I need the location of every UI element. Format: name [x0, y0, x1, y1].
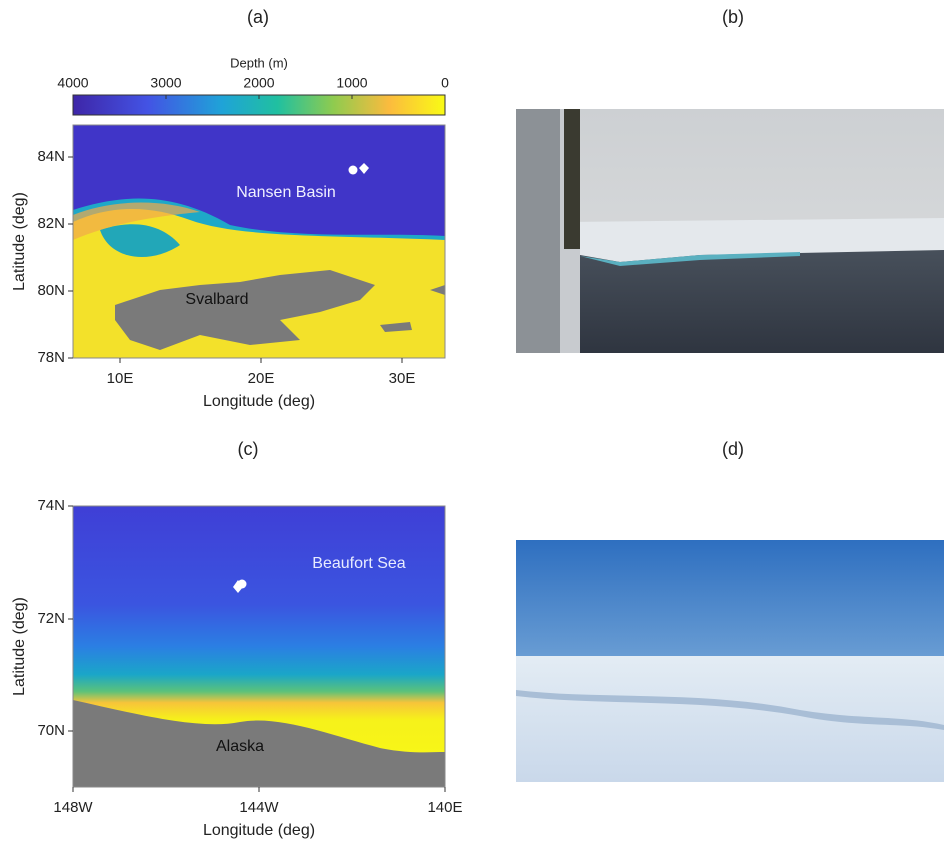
- y-axis-label: Latitude (deg): [11, 192, 28, 291]
- colorbar-tick-label: 2000: [243, 75, 274, 91]
- figure: (a) 84N 82N 80N 78N 10E 20E 30E Longitude (deg) L…: [0, 0, 944, 843]
- y-tick-label: 74N: [37, 497, 65, 514]
- x-tick-label: 148W: [53, 799, 93, 816]
- x-tick-label: 10E: [107, 370, 134, 387]
- colorbar-tick-label: 0: [441, 75, 449, 91]
- place-label: Alaska: [216, 738, 264, 755]
- place-label: Beaufort Sea: [312, 555, 406, 572]
- x-tick-label: 140E: [427, 799, 462, 816]
- colorbar-tick-label: 1000: [336, 75, 367, 91]
- y-tick-label: 70N: [37, 722, 65, 739]
- place-label: Svalbard: [185, 291, 248, 308]
- y-tick-label: 78N: [37, 349, 65, 366]
- x-tick-label: 144W: [239, 799, 279, 816]
- colorbar-tick-label: 3000: [150, 75, 181, 91]
- x-tick-label: 20E: [248, 370, 275, 387]
- x-axis-label: Longitude (deg): [203, 822, 315, 839]
- photo-d: [516, 540, 944, 782]
- place-label: Nansen Basin: [236, 184, 336, 201]
- panel-label: (d): [722, 439, 744, 459]
- map-a: [73, 125, 445, 358]
- y-tick-label: 82N: [37, 215, 65, 232]
- panel-label: (a): [247, 7, 269, 27]
- y-axis-label: Latitude (deg): [11, 597, 28, 696]
- x-axis-label: Longitude (deg): [203, 393, 315, 410]
- photo-b: [516, 109, 944, 353]
- y-tick-label: 72N: [37, 610, 65, 627]
- y-tick-label: 80N: [37, 282, 65, 299]
- panel-label: (c): [238, 439, 259, 459]
- colorbar-tick-label: 4000: [57, 75, 88, 91]
- colorbar-title: Depth (m): [230, 55, 288, 70]
- y-tick-label: 84N: [37, 148, 65, 165]
- x-tick-label: 30E: [389, 370, 416, 387]
- panel-label: (b): [722, 7, 744, 27]
